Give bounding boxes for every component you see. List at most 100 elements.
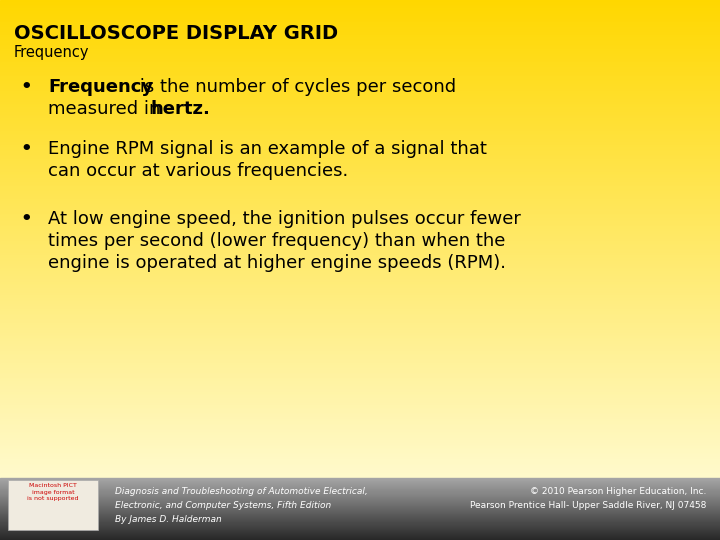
- Bar: [0, 528, 720, 529]
- Bar: [0, 94, 720, 96]
- Bar: [0, 91, 720, 92]
- Bar: [0, 346, 720, 347]
- Bar: [0, 301, 720, 303]
- Bar: [0, 320, 720, 322]
- Bar: [0, 158, 720, 159]
- Bar: [0, 110, 720, 112]
- Bar: [0, 288, 720, 290]
- Bar: [0, 296, 720, 298]
- Bar: [0, 379, 720, 381]
- Text: By James D. Halderman: By James D. Halderman: [115, 515, 222, 524]
- Bar: [0, 230, 720, 231]
- Bar: [0, 151, 720, 153]
- Bar: [0, 38, 720, 40]
- Bar: [0, 67, 720, 69]
- Bar: [0, 374, 720, 376]
- Bar: [0, 193, 720, 194]
- Bar: [0, 159, 720, 161]
- Text: times per second (lower frequency) than when the: times per second (lower frequency) than …: [48, 232, 505, 250]
- Bar: [0, 81, 720, 83]
- Bar: [0, 306, 720, 307]
- Bar: [0, 523, 720, 524]
- Bar: [0, 89, 720, 91]
- Bar: [0, 370, 720, 371]
- Bar: [0, 533, 720, 534]
- Bar: [0, 145, 720, 146]
- Bar: [0, 443, 720, 444]
- Bar: [0, 539, 720, 540]
- Bar: [0, 490, 720, 491]
- Bar: [0, 49, 720, 51]
- Bar: [0, 315, 720, 317]
- Bar: [0, 24, 720, 25]
- Bar: [0, 204, 720, 206]
- Bar: [0, 476, 720, 478]
- Bar: [0, 3, 720, 5]
- Bar: [0, 241, 720, 242]
- Bar: [0, 234, 720, 236]
- Bar: [0, 293, 720, 295]
- Bar: [0, 185, 720, 186]
- Bar: [0, 336, 720, 338]
- Bar: [0, 46, 720, 48]
- Bar: [0, 217, 720, 218]
- Bar: [0, 252, 720, 253]
- Bar: [0, 538, 720, 539]
- Bar: [0, 333, 720, 335]
- Bar: [0, 362, 720, 363]
- Bar: [0, 215, 720, 217]
- Bar: [0, 535, 720, 536]
- Bar: [0, 427, 720, 429]
- Bar: [0, 354, 720, 355]
- Bar: [0, 432, 720, 434]
- Bar: [0, 17, 720, 19]
- Bar: [0, 448, 720, 449]
- Bar: [0, 209, 720, 210]
- Bar: [0, 377, 720, 379]
- Bar: [0, 512, 720, 513]
- Bar: [0, 282, 720, 284]
- Bar: [0, 312, 720, 314]
- Bar: [0, 376, 720, 377]
- Bar: [0, 280, 720, 282]
- Bar: [0, 485, 720, 486]
- Bar: [0, 389, 720, 390]
- Bar: [0, 524, 720, 525]
- Bar: [0, 164, 720, 166]
- Bar: [0, 478, 720, 479]
- Bar: [0, 73, 720, 75]
- Bar: [0, 21, 720, 22]
- Bar: [0, 250, 720, 252]
- Bar: [0, 365, 720, 367]
- Bar: [0, 75, 720, 77]
- Bar: [0, 350, 720, 352]
- Bar: [0, 218, 720, 220]
- Bar: [0, 32, 720, 33]
- Bar: [0, 220, 720, 221]
- Text: •: •: [20, 210, 32, 228]
- Bar: [0, 102, 720, 104]
- Bar: [0, 5, 720, 6]
- Bar: [0, 275, 720, 277]
- Bar: [0, 519, 720, 521]
- Bar: [0, 330, 720, 332]
- Bar: [0, 347, 720, 349]
- Bar: [0, 22, 720, 24]
- Bar: [0, 35, 720, 37]
- Bar: [0, 402, 720, 403]
- Bar: [0, 454, 720, 456]
- Bar: [0, 390, 720, 392]
- Bar: [0, 153, 720, 154]
- Bar: [0, 29, 720, 30]
- Bar: [0, 212, 720, 213]
- Bar: [0, 169, 720, 171]
- Bar: [0, 357, 720, 359]
- Bar: [0, 531, 720, 532]
- Bar: [0, 344, 720, 346]
- Bar: [0, 416, 720, 417]
- Bar: [0, 210, 720, 212]
- Bar: [0, 298, 720, 300]
- Bar: [0, 190, 720, 191]
- Bar: [0, 400, 720, 402]
- Bar: [0, 139, 720, 140]
